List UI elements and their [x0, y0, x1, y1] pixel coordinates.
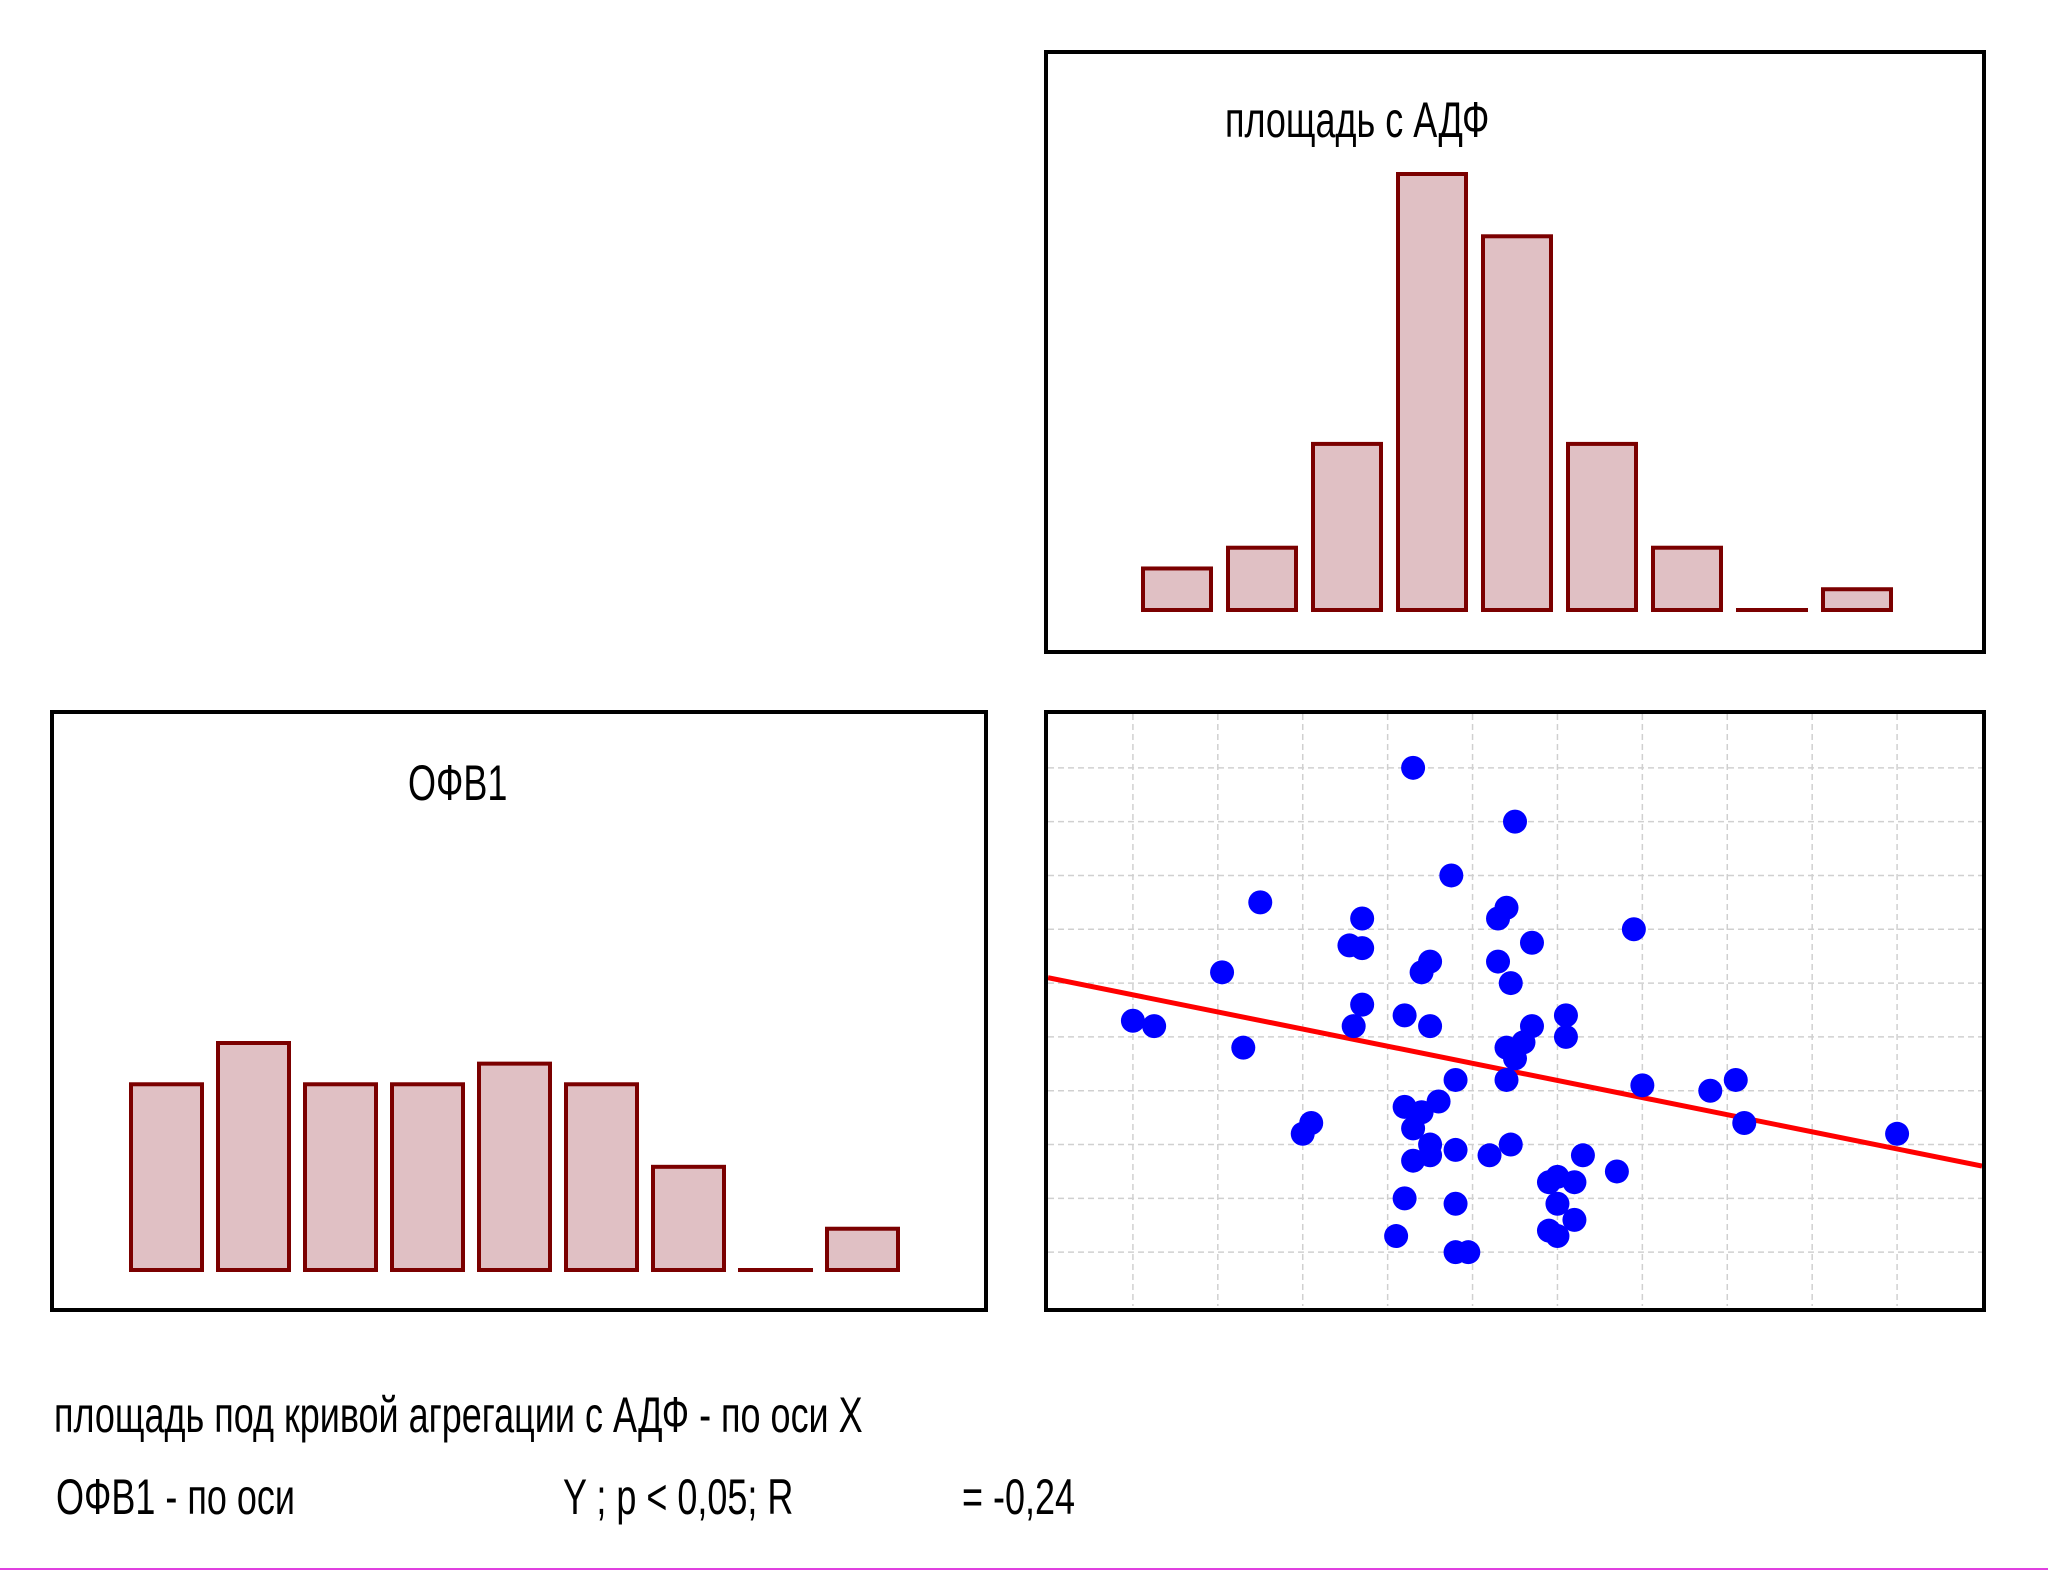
scatter-point-60	[1545, 1224, 1570, 1249]
scatter-frame	[1044, 710, 1986, 1312]
scatter-point-15	[1210, 960, 1235, 985]
scatter-point-55	[1443, 1191, 1468, 1216]
scatter-point-2	[1503, 809, 1527, 834]
scatter-point-33	[1698, 1078, 1723, 1103]
caption-line-2-part-2: Y ; p < 0,05; R	[563, 1470, 793, 1525]
left-histogram-bar-4	[390, 1082, 465, 1272]
scatter-point-53	[1604, 1159, 1629, 1184]
scatter-point-30	[1443, 1067, 1468, 1092]
scatter-point-34	[1723, 1067, 1748, 1092]
scatter-point-9	[1350, 936, 1375, 961]
scatter-point-45	[1443, 1137, 1468, 1162]
scatter-point-18	[1392, 1003, 1417, 1028]
left-histogram-bar-2	[216, 1041, 291, 1272]
scatter-point-32	[1630, 1073, 1655, 1098]
scatter-point-21	[1142, 1014, 1167, 1039]
scatter-point-57	[1562, 1207, 1587, 1232]
top-histogram-title: площадь с АДФ	[1225, 93, 1489, 148]
scatter-point-59	[1384, 1224, 1409, 1249]
scatter-point-51	[1536, 1170, 1561, 1195]
scatter-point-25	[1553, 1024, 1578, 1049]
left-histogram-bar-7	[651, 1164, 726, 1273]
scatter-point-62	[1456, 1240, 1481, 1265]
scatter-point-52	[1562, 1170, 1587, 1195]
left-histogram-bar-9	[825, 1226, 900, 1273]
scatter-points	[1120, 755, 1910, 1265]
scatter-point-42	[1885, 1121, 1910, 1146]
scatter-point-19	[1553, 1003, 1578, 1028]
top-histogram-bar-9	[1821, 587, 1893, 613]
top-histogram-bar-1	[1141, 566, 1213, 613]
scatter-point-40	[1299, 1111, 1324, 1136]
left-histogram-bars	[129, 1041, 900, 1273]
scatter-point-3	[1439, 863, 1464, 888]
top-histogram-bar-5	[1481, 234, 1553, 613]
caption-line-2-part-3: = -0,24	[962, 1470, 1075, 1525]
scatter-point-38	[1401, 1116, 1426, 1141]
scatter-point-16	[1498, 971, 1523, 996]
left-histogram-bar-1	[129, 1082, 204, 1272]
top-histogram-bars	[1141, 172, 1893, 613]
top-histogram-bar-4	[1396, 172, 1468, 612]
scatter-point-41	[1732, 1111, 1757, 1136]
top-histogram-bar-6	[1566, 441, 1638, 612]
scatter-point-47	[1498, 1132, 1523, 1157]
caption-line-2-part-1: ОФВ1 - по оси	[56, 1470, 295, 1525]
scatter-point-20	[1120, 1008, 1145, 1033]
scatter-point-29	[1503, 1046, 1527, 1071]
scatter-panel	[1044, 710, 1986, 1312]
top-histogram-bar-7	[1651, 545, 1723, 613]
scatter-frame-bg	[1046, 712, 1984, 1310]
scatter-point-54	[1392, 1186, 1417, 1211]
scatter-point-31	[1494, 1067, 1519, 1092]
scatter-point-7	[1350, 906, 1375, 931]
scatter-point-22	[1341, 1014, 1366, 1039]
scatter-point-48	[1570, 1143, 1595, 1168]
top-histogram-bar-2	[1226, 545, 1298, 613]
top-histogram-bar-3	[1311, 441, 1383, 612]
scatter-point-10	[1519, 930, 1544, 955]
caption-line-1: площадь под кривой агрегации с АДФ - по …	[54, 1388, 863, 1443]
scatter-point-46	[1477, 1143, 1502, 1168]
scatter-point-14	[1409, 960, 1434, 985]
scatter-point-13	[1486, 949, 1511, 974]
left-histogram-bar-3	[303, 1082, 378, 1272]
scatter-point-11	[1621, 917, 1646, 942]
scatter-point-49	[1401, 1148, 1426, 1173]
scatter-point-17	[1350, 992, 1375, 1017]
left-histogram-bar-5	[477, 1061, 552, 1272]
scatter-point-56	[1545, 1191, 1570, 1216]
scatter-point-4	[1248, 890, 1273, 915]
scatter-point-1	[1401, 755, 1426, 780]
left-histogram-bar-6	[564, 1082, 639, 1272]
scatter-point-26	[1231, 1035, 1256, 1060]
left-histogram-title: ОФВ1	[408, 756, 507, 811]
scatter-point-6	[1486, 906, 1511, 931]
scatter-point-23	[1418, 1014, 1443, 1039]
